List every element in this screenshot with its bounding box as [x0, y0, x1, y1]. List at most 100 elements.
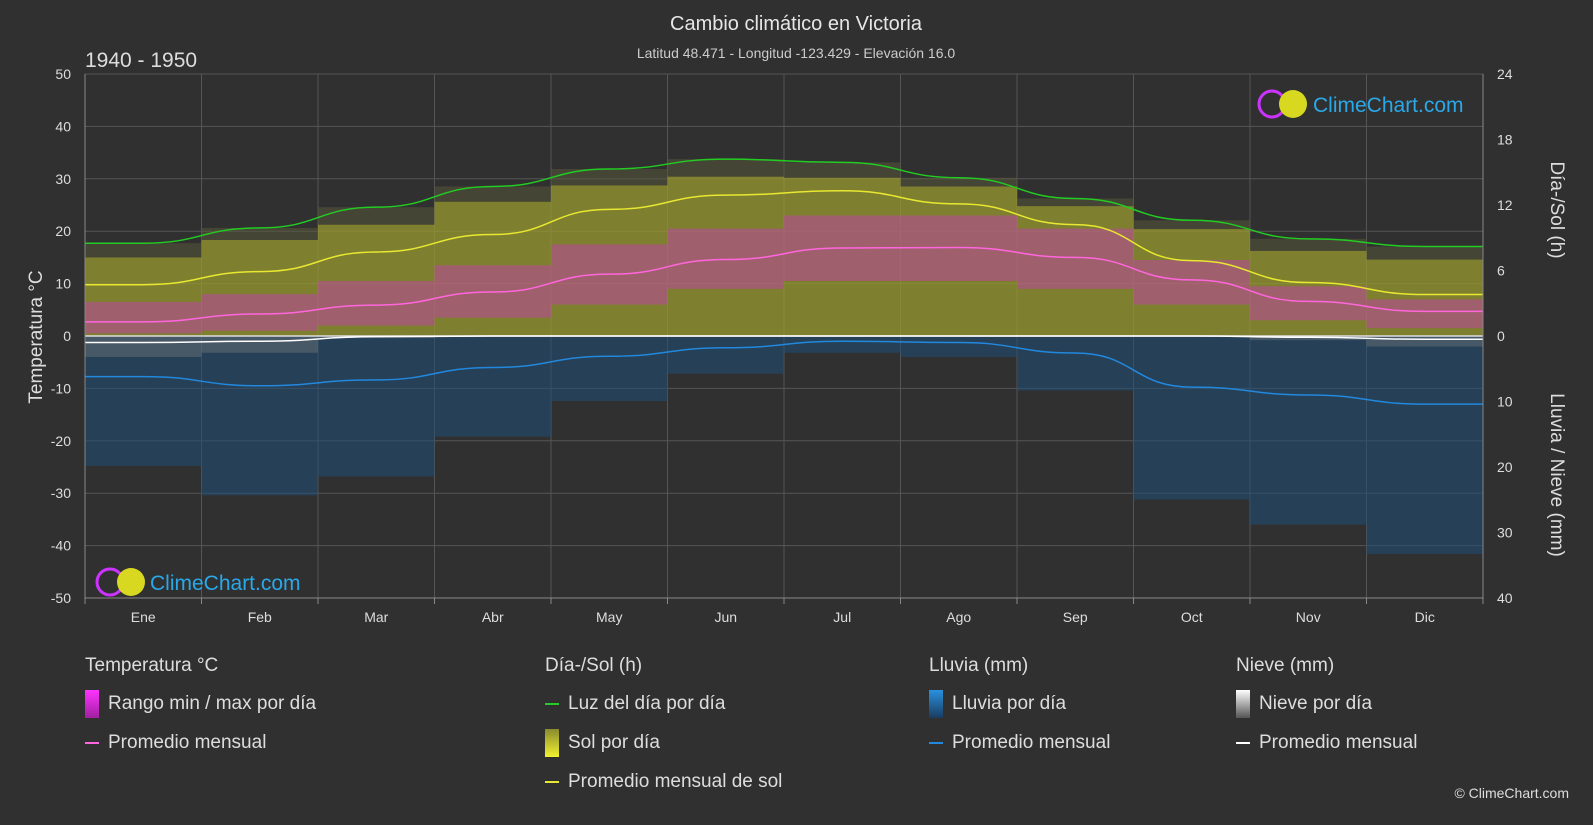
- month-label: Abr: [482, 609, 504, 625]
- daylight-bar: [1017, 198, 1134, 207]
- rain-bar: [201, 336, 318, 496]
- logo-sun-icon: [1279, 90, 1307, 118]
- daylight-bar: [1133, 220, 1250, 230]
- left-tick-label: -10: [51, 380, 71, 396]
- legend-rain-daily-label: Lluvia por día: [952, 692, 1067, 714]
- legend-sun: Día-/Sol (h) Luz del día por día Sol por…: [545, 655, 782, 808]
- snow-bar: [85, 336, 202, 357]
- temp-range-swatch-icon: [85, 689, 99, 718]
- snow-avg-line: [85, 335, 1483, 344]
- legend-snow: Nieve (mm) Nieve por día Promedio mensua…: [1236, 655, 1417, 769]
- legend-sun-daily: Sol por día: [545, 728, 782, 757]
- chart-subtitle: Latitud 48.471 - Longitud -123.429 - Ele…: [637, 45, 956, 61]
- right-top-tick-label: 12: [1497, 197, 1513, 213]
- chart-title: Cambio climático en Victoria: [670, 13, 923, 35]
- rain-bar: [1133, 336, 1250, 500]
- legend-temp-range: Rango min / max por día: [85, 689, 317, 718]
- legend-temperature-header: Temperatura °C: [85, 655, 219, 676]
- daylight-bar: [900, 177, 1017, 187]
- rain-bar: [434, 336, 551, 437]
- series-lines: [85, 158, 1483, 405]
- brand-text-bottom: ClimeChart.com: [150, 572, 301, 595]
- sun-avg-line: [85, 190, 1483, 296]
- daylight-bar: [85, 243, 202, 258]
- rain-bar: [1366, 336, 1483, 554]
- month-label: Jun: [714, 609, 737, 625]
- snow-avg-line-icon: [1236, 741, 1250, 744]
- rain-bar: [1250, 336, 1367, 525]
- legend-sun-avg: Promedio mensual de sol: [545, 769, 782, 794]
- daylight-bar: [667, 159, 784, 177]
- left-tick-label: 10: [55, 276, 71, 292]
- daylight-bar: [318, 207, 435, 225]
- month-label: Nov: [1296, 609, 1321, 625]
- right-axis-bottom-label: Lluvia / Nieve (mm): [1546, 393, 1567, 557]
- logo-sun-icon: [117, 568, 145, 596]
- daylight-bar: [1250, 238, 1367, 251]
- month-label: Ene: [131, 609, 156, 625]
- temp-range-bar: [1017, 228, 1134, 289]
- snow-bar: [201, 336, 318, 353]
- month-label: May: [596, 609, 622, 625]
- left-axis-label: Temperatura °C: [26, 270, 47, 403]
- daylight-bar: [201, 227, 318, 240]
- rain-bar: [900, 336, 1017, 357]
- temp-range-bar: [1366, 299, 1483, 329]
- daylight-bar: [784, 162, 901, 178]
- right-top-tick-label: 18: [1497, 132, 1513, 148]
- daylight-bar: [1366, 246, 1483, 260]
- legend-temp-range-label: Rango min / max por día: [108, 692, 317, 714]
- left-tick-label: 20: [55, 223, 71, 239]
- copyright: © ClimeChart.com: [1454, 785, 1569, 801]
- brand-text-top: ClimeChart.com: [1313, 94, 1464, 117]
- legend-temp-avg-label: Promedio mensual: [108, 731, 267, 753]
- legend-daylight: Luz del día por día: [545, 691, 782, 716]
- legend-sun-header: Día-/Sol (h): [545, 655, 643, 676]
- left-tick-label: -40: [51, 538, 71, 554]
- legend-sun-daily-label: Sol por día: [568, 731, 660, 753]
- left-tick-label: -30: [51, 485, 71, 501]
- month-label: Oct: [1181, 609, 1203, 625]
- month-label: Ago: [946, 609, 971, 625]
- right-axis-top-label: Día-/Sol (h): [1546, 161, 1567, 258]
- daylight-bar: [434, 186, 551, 202]
- daily-bars: [85, 159, 1483, 554]
- brand-logo-bottom: ClimeChart.com: [95, 567, 301, 597]
- rain-bar: [784, 336, 901, 353]
- daylight-line: [85, 158, 1483, 248]
- right-top-tick-label: 24: [1497, 66, 1513, 82]
- month-label: Feb: [248, 609, 272, 625]
- rain-swatch-icon: [929, 689, 943, 718]
- right-top-tick-label: 0: [1497, 328, 1505, 344]
- rain-avg-line: [85, 340, 1483, 405]
- left-tick-label: -20: [51, 433, 71, 449]
- rain-bar: [318, 336, 435, 477]
- left-tick-label: 30: [55, 171, 71, 187]
- brand-logo-top: ClimeChart.com: [1257, 89, 1464, 119]
- legend-rain-avg-label: Promedio mensual: [952, 731, 1111, 753]
- snow-bar: [1250, 336, 1367, 341]
- rain-bar: [667, 336, 784, 374]
- left-tick-label: -50: [51, 590, 71, 606]
- legend-snow-avg-label: Promedio mensual: [1259, 731, 1418, 753]
- month-label: Sep: [1063, 609, 1088, 625]
- sun-swatch-icon: [545, 728, 559, 757]
- legend-snow-daily-label: Nieve por día: [1259, 692, 1373, 714]
- legend-rain-avg: Promedio mensual: [929, 730, 1110, 755]
- rain-avg-line-icon: [929, 741, 943, 744]
- daylight-bar: [551, 168, 668, 186]
- rain-bar: [551, 336, 668, 401]
- left-tick-label: 50: [55, 66, 71, 82]
- legend-rain-daily: Lluvia por día: [929, 689, 1110, 718]
- legend-rain: Lluvia (mm) Lluvia por día Promedio mens…: [929, 655, 1110, 769]
- legend-snow-header: Nieve (mm): [1236, 655, 1335, 676]
- sun-avg-line-icon: [545, 780, 559, 783]
- temp-range-bar: [667, 228, 784, 289]
- right-bottom-tick-label: 40: [1497, 590, 1513, 606]
- temp-range-bar: [1133, 260, 1250, 305]
- rain-bar: [85, 336, 202, 466]
- right-bottom-tick-label: 20: [1497, 459, 1513, 475]
- temp-avg-line: [85, 246, 1483, 323]
- axes: 50 40 30 20 10 0 -10 -20 -30 -40 -50 Ene Feb Mar Abr Ma…: [51, 66, 1513, 625]
- legend-temp-avg: Promedio mensual: [85, 730, 316, 755]
